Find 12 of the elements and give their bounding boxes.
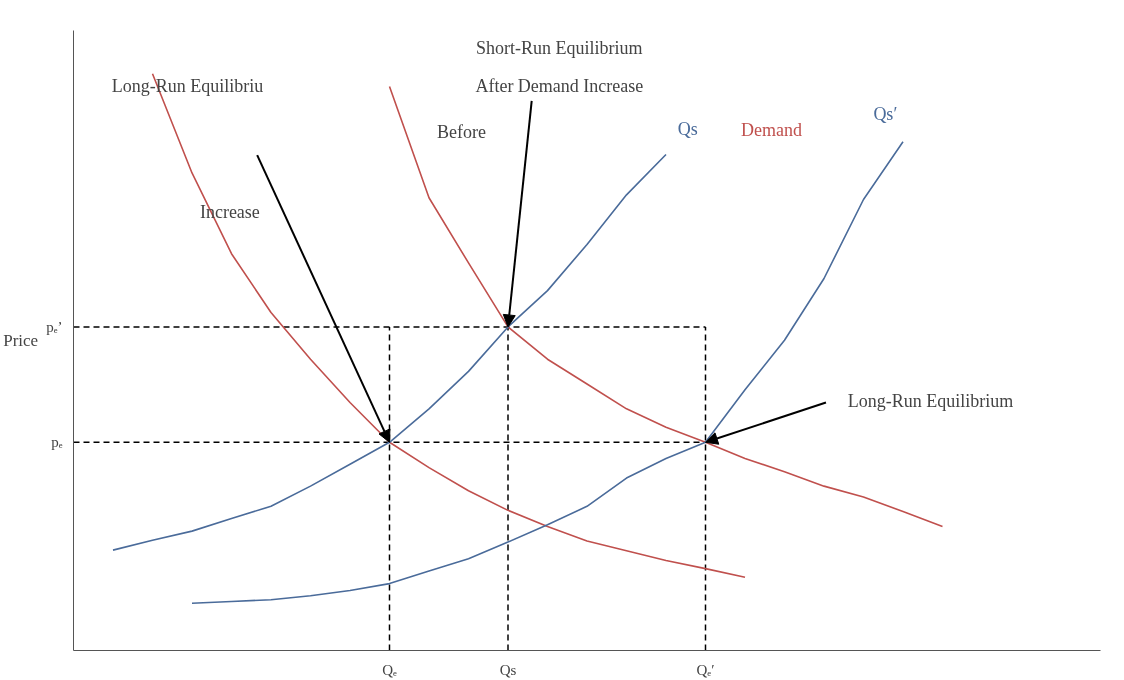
ref-line-label: pₑ’	[46, 318, 63, 335]
ref-line-label: pₑ	[51, 434, 63, 451]
x-tick-label: Qs	[499, 661, 517, 678]
y-axis-title: Price	[3, 331, 39, 350]
series-label: Qs	[677, 118, 698, 139]
annotation: Long-Run Equilibrium	[847, 391, 1014, 412]
annotation: Short-Run Equilibrium After Demand Increase	[475, 38, 644, 96]
x-tick-label: Qₑ′	[696, 661, 715, 678]
annotation: Before	[436, 122, 486, 143]
series-label: Qs′	[873, 104, 898, 125]
x-tick-label: Qₑ	[382, 661, 397, 678]
text: Demand	[741, 119, 803, 140]
